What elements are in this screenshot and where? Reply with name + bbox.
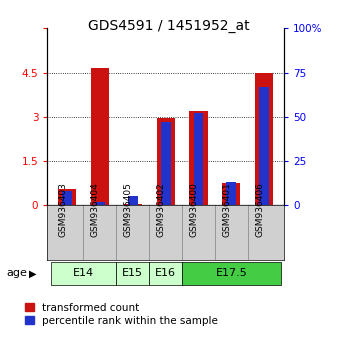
Text: GSM936403: GSM936403 [58,182,67,237]
Text: GSM936405: GSM936405 [124,182,133,237]
Bar [128,196,138,205]
FancyBboxPatch shape [51,262,116,285]
Bar [91,68,109,205]
Legend: transformed count, percentile rank within the sample: transformed count, percentile rank withi… [25,303,218,326]
Text: E15: E15 [122,268,143,278]
Text: GSM936402: GSM936402 [156,182,166,237]
Bar [95,202,105,205]
FancyBboxPatch shape [149,262,182,285]
Text: E14: E14 [73,268,94,278]
Bar [194,113,203,205]
FancyBboxPatch shape [116,262,149,285]
FancyBboxPatch shape [182,262,281,285]
Bar [58,189,76,205]
Text: GDS4591 / 1451952_at: GDS4591 / 1451952_at [88,19,250,34]
Bar [255,73,273,205]
Bar [259,87,269,205]
Text: E16: E16 [155,268,176,278]
Text: GSM936400: GSM936400 [190,182,198,237]
Text: ▶: ▶ [29,268,36,278]
Bar [161,122,171,205]
Bar [62,191,72,205]
Text: E17.5: E17.5 [215,268,247,278]
Bar [222,183,240,205]
Bar [156,118,175,205]
Text: GSM936401: GSM936401 [222,182,231,237]
Bar [189,111,208,205]
Text: GSM936404: GSM936404 [91,182,100,237]
Text: age: age [7,268,28,278]
Text: GSM936406: GSM936406 [255,182,264,237]
Bar [124,204,142,205]
Bar [226,182,236,205]
